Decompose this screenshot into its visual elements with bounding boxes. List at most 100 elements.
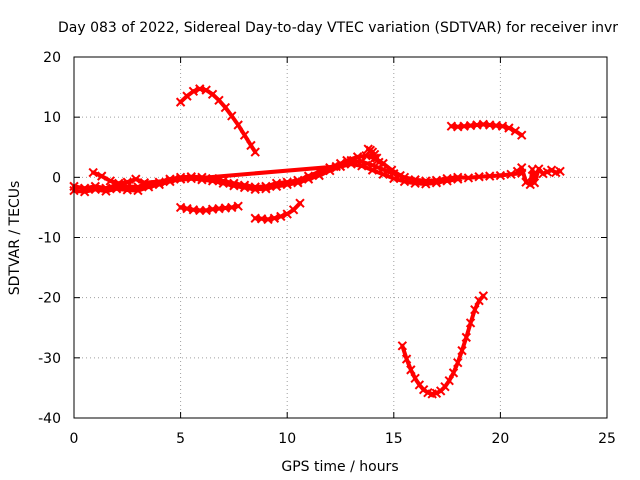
data-point (352, 152, 363, 162)
series-band-main (69, 155, 527, 193)
data-point (453, 357, 463, 368)
data-point (282, 179, 292, 190)
data-point (131, 174, 141, 184)
data-point (227, 111, 237, 121)
data-point (410, 178, 420, 189)
data-point (276, 211, 286, 222)
data-point (504, 123, 514, 133)
y-tick-label: 20 (43, 50, 61, 66)
data-point (303, 174, 314, 184)
data-point (201, 85, 211, 95)
data-point (188, 86, 199, 97)
data-point (470, 304, 480, 315)
data-point (410, 373, 420, 383)
data-point (461, 332, 471, 343)
data-point (431, 178, 442, 188)
x-tick-label: 5 (176, 431, 185, 447)
data-point (386, 165, 397, 175)
series-arc-right (446, 119, 527, 140)
y-tick-label: -20 (38, 291, 61, 307)
x-tick-label: 0 (70, 431, 79, 447)
data-point (478, 291, 489, 301)
data-point (457, 345, 467, 356)
data-point (90, 184, 101, 195)
data-point (282, 209, 292, 219)
data-point (465, 318, 476, 328)
data-point (440, 382, 450, 392)
grid (74, 57, 607, 418)
plot-frame (73, 56, 608, 419)
data-point (367, 165, 378, 175)
x-axis-label: GPS time / hours (281, 459, 398, 475)
data-point (182, 91, 192, 101)
data-point (246, 140, 256, 151)
data-point (463, 173, 474, 183)
series-arc-high (175, 84, 260, 157)
data-point (122, 185, 133, 195)
data-point (448, 368, 459, 378)
data-point (331, 161, 341, 172)
data-point (233, 201, 243, 211)
chart-title: Day 083 of 2022, Sidereal Day-to-day VTE… (58, 20, 618, 36)
data-point (101, 186, 111, 196)
data-point (378, 169, 388, 180)
series-segment-neg7 (250, 198, 305, 225)
data-point (111, 184, 122, 194)
data-point (139, 178, 150, 188)
data-point (374, 157, 384, 167)
series-segment-neg5 (175, 201, 243, 216)
data-point (510, 126, 521, 136)
data-point (295, 198, 305, 208)
data-point (474, 172, 484, 182)
data-point (239, 182, 250, 193)
data-point (357, 161, 367, 171)
data-point (389, 173, 399, 184)
data-point (517, 162, 527, 173)
data-point (250, 184, 260, 195)
data-point (495, 170, 506, 181)
data-point (97, 171, 107, 181)
y-tick-label: -40 (38, 411, 61, 427)
data-point (314, 170, 324, 181)
data-point (233, 120, 243, 130)
data-point (395, 170, 405, 181)
data-point (529, 178, 540, 188)
data-point (250, 147, 260, 157)
data-point (397, 341, 408, 351)
data-point (517, 130, 527, 140)
y-tick-label: 0 (52, 170, 61, 186)
data-point (88, 167, 98, 178)
data-point (133, 185, 143, 196)
data-point (497, 121, 508, 131)
data-point (239, 130, 250, 140)
data-point (506, 169, 516, 180)
data-point (218, 178, 228, 189)
x-tick-label: 25 (598, 431, 616, 447)
data-point (271, 181, 282, 192)
data-point (79, 187, 90, 197)
data-point (399, 176, 410, 187)
data-point (114, 178, 124, 189)
series-dip (397, 291, 489, 399)
data-point (406, 365, 416, 375)
data-point (269, 213, 280, 223)
data-layer (69, 84, 565, 399)
data-point (220, 102, 231, 113)
data-point (229, 181, 239, 191)
data-point (555, 166, 565, 177)
data-point (444, 375, 454, 386)
series-trace (178, 204, 241, 213)
series-spike-14 (363, 144, 384, 167)
data-point (293, 178, 303, 188)
data-point (342, 155, 352, 166)
y-axis-label: SDTVAR / TECUs (7, 181, 23, 296)
x-tick-label: 20 (491, 431, 509, 447)
data-point (401, 354, 412, 364)
data-point (214, 95, 224, 106)
y-tick-label: -10 (38, 231, 61, 247)
y-tick-label: 10 (43, 110, 61, 126)
x-tick-label: 15 (385, 431, 403, 447)
y-tick-label: -30 (38, 351, 61, 367)
data-point (122, 177, 133, 187)
